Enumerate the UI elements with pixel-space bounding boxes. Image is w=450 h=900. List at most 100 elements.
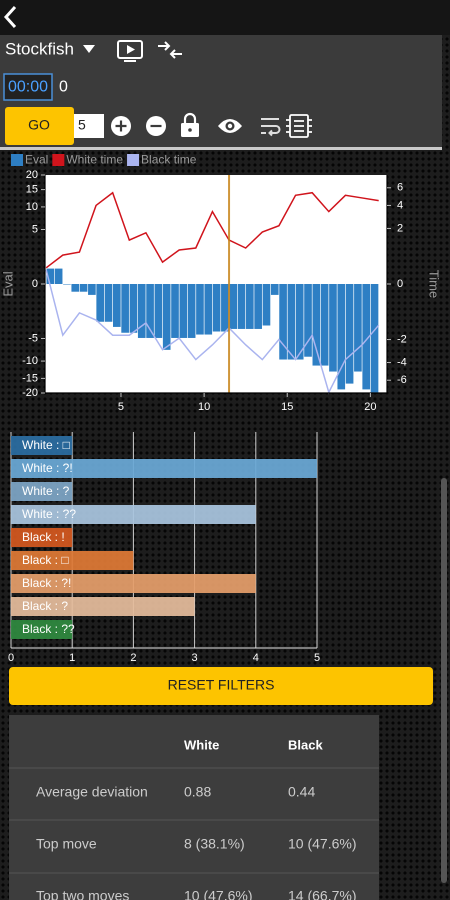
eval-bar (212, 284, 221, 332)
table-cell: 10 (47.6%) (288, 836, 356, 852)
eval-bar (46, 268, 55, 284)
eval-bar (171, 284, 179, 338)
x-tick-label: 5 (118, 401, 124, 413)
time-line (45, 191, 379, 269)
y2-tick-label: 4 (397, 199, 403, 211)
lock-icon[interactable] (181, 112, 199, 137)
engine-chip-icon[interactable] (286, 114, 312, 138)
wrap-icon[interactable] (261, 118, 281, 137)
table-cell: 10 (47.6%) (184, 888, 252, 900)
eval-bar (304, 284, 312, 357)
eval-bar (187, 284, 196, 338)
depth-value[interactable]: 5 (78, 117, 86, 133)
clock: 00:00 (8, 79, 48, 96)
eval-bar (221, 284, 229, 332)
bar-label: Black : ?? (22, 622, 75, 636)
x-tick-label: 1 (69, 652, 75, 664)
go-label[interactable]: GO (28, 117, 50, 133)
table-header: White (184, 737, 219, 752)
eval-bar (204, 284, 213, 335)
eye-icon[interactable] (218, 119, 242, 133)
reset-label[interactable]: RESET FILTERS (168, 677, 275, 693)
x-tick-label: 0 (8, 652, 14, 664)
table-cell: 8 (38.1%) (184, 836, 245, 852)
eval-bar (287, 284, 296, 360)
bar-label: White : ?? (22, 507, 76, 521)
dropdown-arrow[interactable] (83, 45, 95, 53)
x-tick-label: 5 (314, 652, 320, 664)
eval-bar (96, 284, 105, 322)
scrollbar[interactable] (441, 478, 447, 883)
eval-bar (329, 284, 337, 372)
eval-bar (179, 284, 188, 338)
y-tick-label: 15 (26, 184, 38, 196)
bar-label: Black : □ (22, 553, 69, 567)
y-tick-label: -10 (22, 355, 38, 367)
eval-bar (312, 284, 321, 366)
eval-bar (295, 284, 304, 360)
bar-label: White : ? (22, 484, 70, 498)
y-tick-label: 20 (26, 169, 38, 181)
bar-label: Black : ?! (22, 576, 71, 590)
eval-bar (262, 284, 271, 326)
reset-button[interactable] (9, 667, 433, 705)
bar (11, 574, 256, 593)
stats-table (9, 715, 379, 900)
table-cell: 0.44 (288, 784, 315, 800)
x-tick-label: 4 (253, 652, 259, 664)
legend-label: White time (66, 153, 123, 167)
y-tick-label: 5 (32, 223, 38, 235)
bar (11, 482, 73, 501)
y2-tick-label: -4 (397, 356, 407, 368)
compress-icon[interactable] (158, 41, 182, 59)
x-tick-label: 2 (130, 652, 136, 664)
play-icon[interactable] (117, 40, 143, 62)
eval-bar (71, 284, 80, 292)
plus-button[interactable] (111, 116, 131, 136)
eval-bar (246, 284, 254, 329)
eval-bar (345, 284, 354, 384)
eval-bar (337, 284, 346, 390)
depth-input[interactable] (74, 114, 104, 138)
eval-bar (320, 284, 329, 366)
x-tick-label: 3 (192, 652, 198, 664)
bar (11, 551, 134, 570)
table-cell: 14 (66.7%) (288, 888, 356, 900)
legend-label: Black time (141, 153, 197, 167)
y-tick-label: 10 (26, 201, 38, 213)
legend-swatch (127, 154, 140, 166)
eval-bar (88, 284, 96, 295)
x-tick-label: 15 (281, 401, 293, 413)
eval-bar (279, 284, 287, 360)
bar-label: White : ?! (22, 461, 73, 475)
table-cell: Average deviation (36, 784, 148, 800)
eval-bar (63, 284, 71, 285)
bar-label: White : □ (22, 438, 70, 452)
x-tick-label: 20 (364, 401, 376, 413)
engine-name[interactable]: Stockfish (5, 39, 74, 58)
eval-bar (370, 284, 379, 393)
legend-label: Eval (25, 153, 48, 167)
eval-bar (79, 284, 88, 292)
minus-button[interactable] (146, 116, 166, 136)
eval-bar (154, 284, 163, 338)
eval-bar (129, 284, 138, 333)
back-button[interactable] (3, 5, 17, 29)
go-button[interactable] (5, 107, 74, 145)
panel-divider (0, 147, 442, 150)
y2-axis-label: Time (427, 270, 442, 298)
legend-swatch (11, 154, 23, 166)
eval-bar (354, 284, 362, 372)
y2-tick-label: 2 (397, 222, 403, 234)
y2-tick-label: -6 (397, 374, 407, 386)
bar (11, 505, 256, 524)
table-cell: Top move (36, 836, 97, 852)
y-tick-label: -5 (28, 332, 38, 344)
bar (11, 620, 73, 639)
y2-tick-label: 6 (397, 182, 403, 194)
y2-tick-label: -2 (397, 333, 407, 345)
eval-bar (229, 284, 238, 329)
y-tick-label: 0 (32, 278, 38, 290)
